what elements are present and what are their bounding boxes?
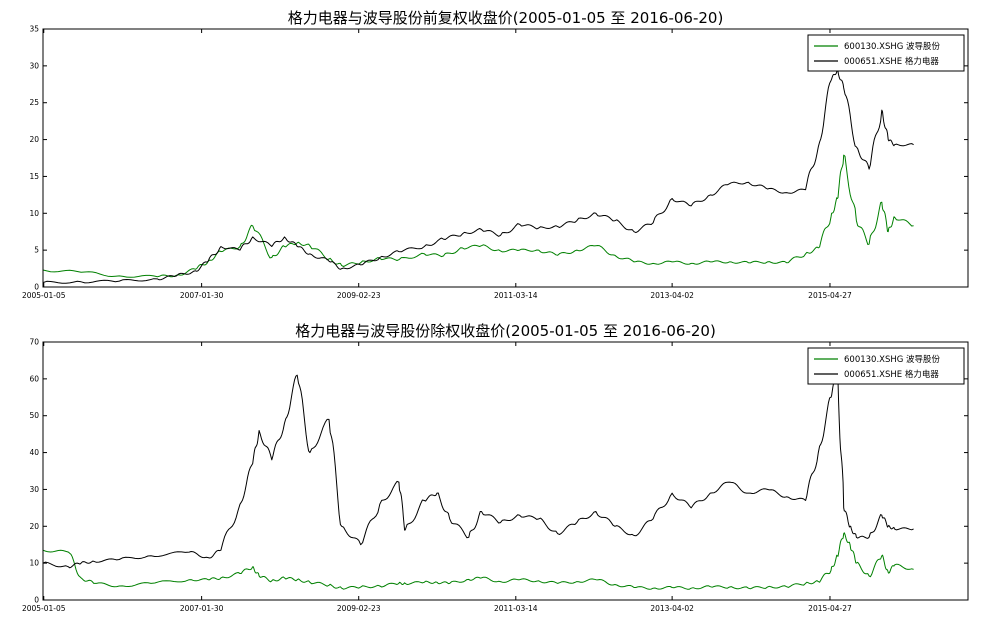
- chart2-y-tick-label: 70: [29, 338, 39, 347]
- chart1-x-tick-label: 2005-01-05: [22, 291, 66, 300]
- chart2-legend-box: [807, 347, 965, 385]
- chart2-x-tick-label: 2009-02-23: [337, 604, 381, 613]
- chart1-y-tick-label: 35: [29, 25, 39, 34]
- chart2-y-tick-label: 50: [29, 411, 39, 420]
- chart2-y-tick-label: 10: [29, 559, 39, 568]
- chart2-series-1-line: [42, 532, 914, 590]
- chart2-title: 格力电器与波导股份除权收盘价(2005-01-05 至 2016-06-20): [295, 322, 716, 340]
- chart1-legend-box: [807, 34, 965, 72]
- chart2-series-2-line: [42, 371, 914, 569]
- chart1-series-2-line: [42, 69, 914, 284]
- chart1-y-tick-label: 0: [34, 283, 39, 292]
- chart1-y-tick-label: 5: [34, 246, 39, 255]
- chart1-y-tick-label: 10: [29, 209, 39, 218]
- chart1-x-tick-label: 2009-02-23: [337, 291, 381, 300]
- chart1-y-tick-label: 25: [29, 98, 39, 107]
- chart2-legend-label-1: 600130.XSHG 波导股份: [844, 354, 941, 365]
- chart1: 格力电器与波导股份前复权收盘价(2005-01-05 至 2016-06-20)…: [22, 9, 969, 300]
- chart2-y-tick-label: 0: [34, 596, 39, 605]
- chart2: 格力电器与波导股份除权收盘价(2005-01-05 至 2016-06-20) 0…: [22, 322, 969, 613]
- chart1-x-tick-label: 2011-03-14: [494, 291, 538, 300]
- chart2-y-tick-label: 60: [29, 374, 39, 383]
- chart2-legend-label-2: 000651.XSHE 格力电器: [844, 369, 939, 380]
- chart2-y-tick-label: 30: [29, 485, 39, 494]
- chart2-x-tick-label: 2005-01-05: [22, 604, 66, 613]
- chart1-plot-frame: [42, 28, 969, 288]
- chart1-legend-label-2: 000651.XSHE 格力电器: [844, 56, 939, 67]
- chart2-y-tick-label: 20: [29, 522, 39, 531]
- chart2-x-tick-label: 2007-01-30: [180, 604, 224, 613]
- chart2-x-tick-label: 2015-04-27: [808, 604, 852, 613]
- chart1-title: 格力电器与波导股份前复权收盘价(2005-01-05 至 2016-06-20): [288, 9, 724, 27]
- chart1-x-tick-label: 2015-04-27: [808, 291, 852, 300]
- chart1-y-tick-label: 30: [29, 61, 39, 70]
- chart2-y-tick-label: 40: [29, 448, 39, 457]
- chart2-x-tick-label: 2013-04-02: [650, 604, 694, 613]
- chart1-y-tick-label: 15: [29, 172, 39, 181]
- chart1-x-tick-label: 2013-04-02: [650, 291, 694, 300]
- chart1-legend: 600130.XSHG 波导股份 000651.XSHE 格力电器: [807, 34, 965, 72]
- chart1-y-tick-label: 20: [29, 135, 39, 144]
- chart2-plot-frame: [42, 341, 969, 601]
- chart1-x-tick-label: 2007-01-30: [180, 291, 224, 300]
- chart1-series-1-line: [42, 154, 914, 278]
- chart2-legend: 600130.XSHG 波导股份 000651.XSHE 格力电器: [807, 347, 965, 385]
- chart2-x-tick-label: 2011-03-14: [494, 604, 538, 613]
- chart1-legend-label-1: 600130.XSHG 波导股份: [844, 41, 941, 52]
